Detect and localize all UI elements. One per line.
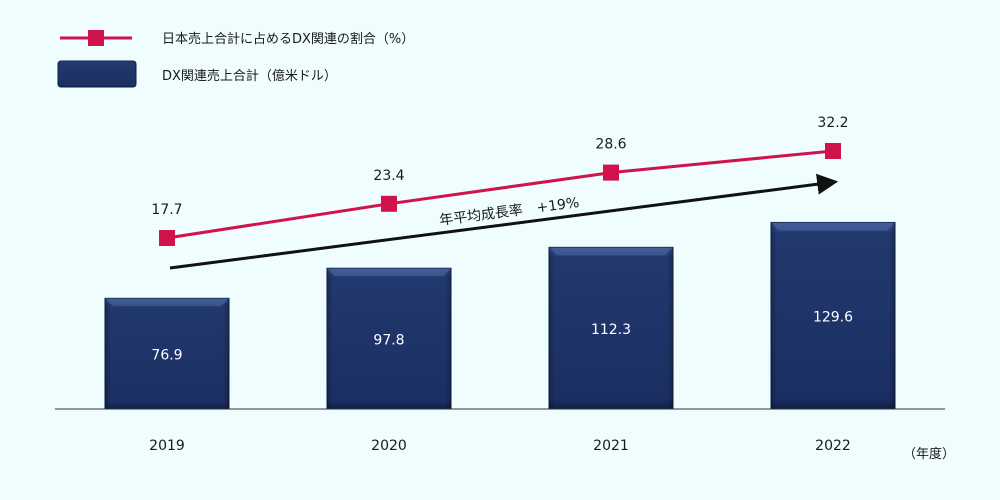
line-point-2021 [603,164,619,181]
growth-arrow [169,173,839,270]
growth-annotation: 年平均成長率 +19% [169,173,839,270]
line-value-label: 32.2 [817,115,848,131]
legend-line-marker [88,30,104,46]
line-point-2020 [381,195,397,212]
legend: 日本売上合計に占めるDX関連の割合（%） DX関連売上合計（億米ドル） [57,30,414,88]
x-tick-label: 2019 [149,438,185,454]
bar-shade-2021 [549,247,673,409]
bar-value-label: 76.9 [151,348,182,364]
line-point-2019 [159,230,175,246]
line-value-label: 23.4 [373,168,404,184]
x-axis-ticks: 2019 2020 2021 2022 [149,438,851,454]
line-path [166,149,834,240]
line-value-label: 17.7 [151,202,182,218]
x-tick-label: 2022 [815,438,851,454]
bar-shade-2019 [105,298,229,409]
bar-series: 76.9 97.8 112.3 129.6 [104,221,896,410]
legend-item-bar: DX関連売上合計（億米ドル） [57,60,337,88]
bar-shade-2022 [771,222,895,409]
x-tick-label: 2021 [593,438,629,454]
legend-item-line: 日本売上合計に占めるDX関連の割合（%） [60,30,414,47]
bar-bevel-2020 [327,268,451,277]
line-value-label: 28.6 [595,137,626,153]
bar-bevel-2022 [771,222,895,231]
line-point-2022 [825,143,841,159]
x-tick-label: 2020 [371,438,407,454]
legend-bar-label: DX関連売上合計（億米ドル） [162,68,337,84]
bar-value-label: 129.6 [813,310,853,326]
legend-line-label: 日本売上合計に占めるDX関連の割合（%） [162,31,414,47]
bar-value-label: 112.3 [591,322,631,338]
bar-bevel-2019 [105,298,229,307]
legend-bar-swatch [57,60,137,88]
x-axis-unit: （年度） [903,446,955,462]
bar-shade-2020 [327,268,451,409]
line-series: 17.7 23.4 28.6 32.2 [151,115,849,246]
bar-bevel-2021 [549,247,673,256]
bar-value-label: 97.8 [373,333,404,349]
